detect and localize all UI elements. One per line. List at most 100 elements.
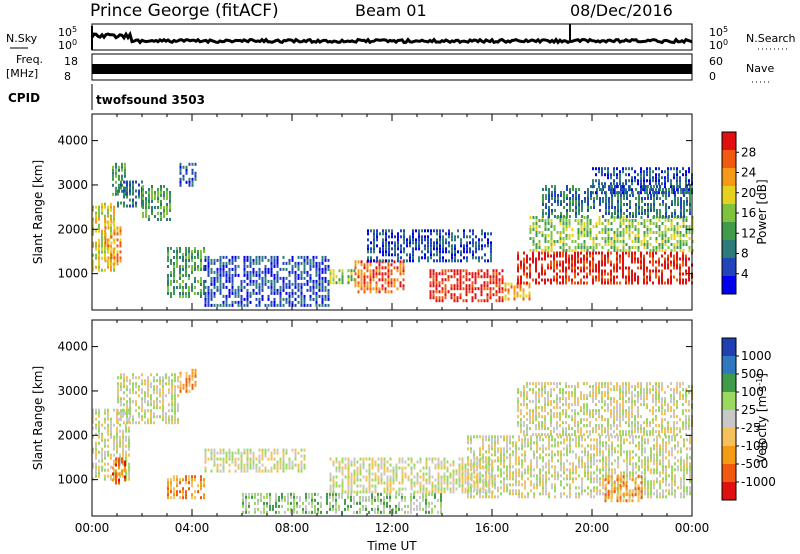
data-cell — [598, 219, 601, 222]
data-cell — [309, 261, 312, 265]
data-cell — [652, 191, 654, 195]
data-cell — [592, 179, 594, 183]
data-cell — [107, 429, 109, 433]
data-cell — [598, 263, 600, 267]
data-cell — [640, 182, 642, 186]
data-cell — [574, 281, 576, 285]
data-cell — [647, 197, 649, 200]
data-cell — [589, 260, 591, 264]
data-cell — [228, 276, 231, 280]
data-cell — [492, 281, 495, 285]
data-cell — [318, 279, 321, 283]
data-cell — [523, 266, 525, 270]
data-cell — [391, 259, 393, 263]
data-cell — [120, 376, 122, 380]
data-cell — [107, 244, 110, 248]
data-cell — [473, 462, 475, 466]
data-cell — [347, 487, 350, 491]
data-cell — [110, 474, 112, 478]
data-cell — [583, 228, 586, 231]
data-cell — [634, 254, 636, 258]
data-cell — [467, 435, 469, 439]
data-cell — [440, 478, 443, 482]
data-cell — [565, 237, 568, 240]
data-cell — [577, 219, 580, 222]
data-cell — [556, 260, 558, 264]
data-cell — [350, 269, 353, 273]
colorbar-tick-label: 24 — [741, 166, 756, 180]
data-cell — [539, 453, 541, 457]
data-cell — [631, 231, 634, 234]
data-cell — [284, 498, 286, 502]
power-cells — [92, 162, 694, 307]
data-cell — [643, 263, 645, 267]
data-cell — [485, 495, 487, 499]
data-cell — [276, 448, 279, 452]
data-cell — [204, 285, 207, 289]
data-cell — [449, 487, 452, 491]
data-cell — [637, 234, 640, 237]
data-cell — [150, 373, 152, 377]
data-cell — [572, 188, 574, 191]
data-cell — [113, 220, 115, 224]
data-cell — [541, 278, 543, 282]
data-cell — [95, 214, 97, 218]
data-cell — [440, 487, 443, 491]
data-cell — [216, 276, 219, 280]
data-cell — [638, 203, 640, 206]
data-cell — [129, 415, 131, 419]
data-cell — [174, 415, 176, 419]
data-cell — [213, 303, 216, 307]
data-cell — [661, 222, 664, 225]
data-cell — [598, 182, 600, 186]
data-cell — [377, 478, 380, 482]
data-cell — [228, 261, 231, 265]
data-cell — [484, 235, 486, 239]
data-cell — [439, 244, 441, 248]
data-cell — [113, 259, 116, 263]
data-cell — [278, 504, 280, 508]
data-cell — [611, 212, 613, 215]
data-cell — [151, 200, 153, 203]
data-cell — [314, 498, 316, 502]
data-cell — [446, 487, 449, 491]
data-cell — [616, 281, 618, 285]
data-cell — [439, 247, 441, 251]
data-cell — [378, 278, 381, 282]
data-cell — [167, 496, 169, 500]
data-cell — [222, 255, 225, 259]
data-cell — [404, 510, 406, 514]
data-cell — [261, 258, 264, 262]
data-cell — [372, 275, 375, 279]
data-cell — [631, 222, 634, 225]
data-cell — [104, 226, 107, 230]
data-cell — [359, 472, 362, 476]
data-cell — [375, 269, 378, 273]
data-cell — [662, 200, 664, 203]
data-cell — [321, 303, 324, 307]
data-cell — [565, 254, 567, 258]
data-cell — [303, 264, 306, 268]
data-cell — [374, 472, 377, 476]
data-cell — [622, 269, 624, 273]
data-cell — [160, 203, 162, 206]
data-cell — [616, 234, 619, 237]
data-cell — [676, 225, 679, 228]
data-cell — [294, 297, 297, 301]
data-cell — [443, 478, 446, 482]
data-cell — [380, 501, 382, 505]
data-cell — [402, 284, 405, 288]
data-cell — [369, 272, 372, 276]
data-cell — [637, 222, 640, 225]
data-cell — [449, 472, 452, 476]
data-cell — [601, 275, 603, 279]
data-cell — [670, 234, 673, 237]
data-cell — [640, 179, 642, 183]
data-cell — [412, 247, 414, 251]
data-cell — [554, 209, 556, 212]
data-cell — [306, 273, 309, 277]
data-cell — [300, 288, 303, 292]
data-cell — [306, 255, 309, 259]
data-cell — [191, 283, 193, 286]
data-cell — [329, 490, 332, 494]
